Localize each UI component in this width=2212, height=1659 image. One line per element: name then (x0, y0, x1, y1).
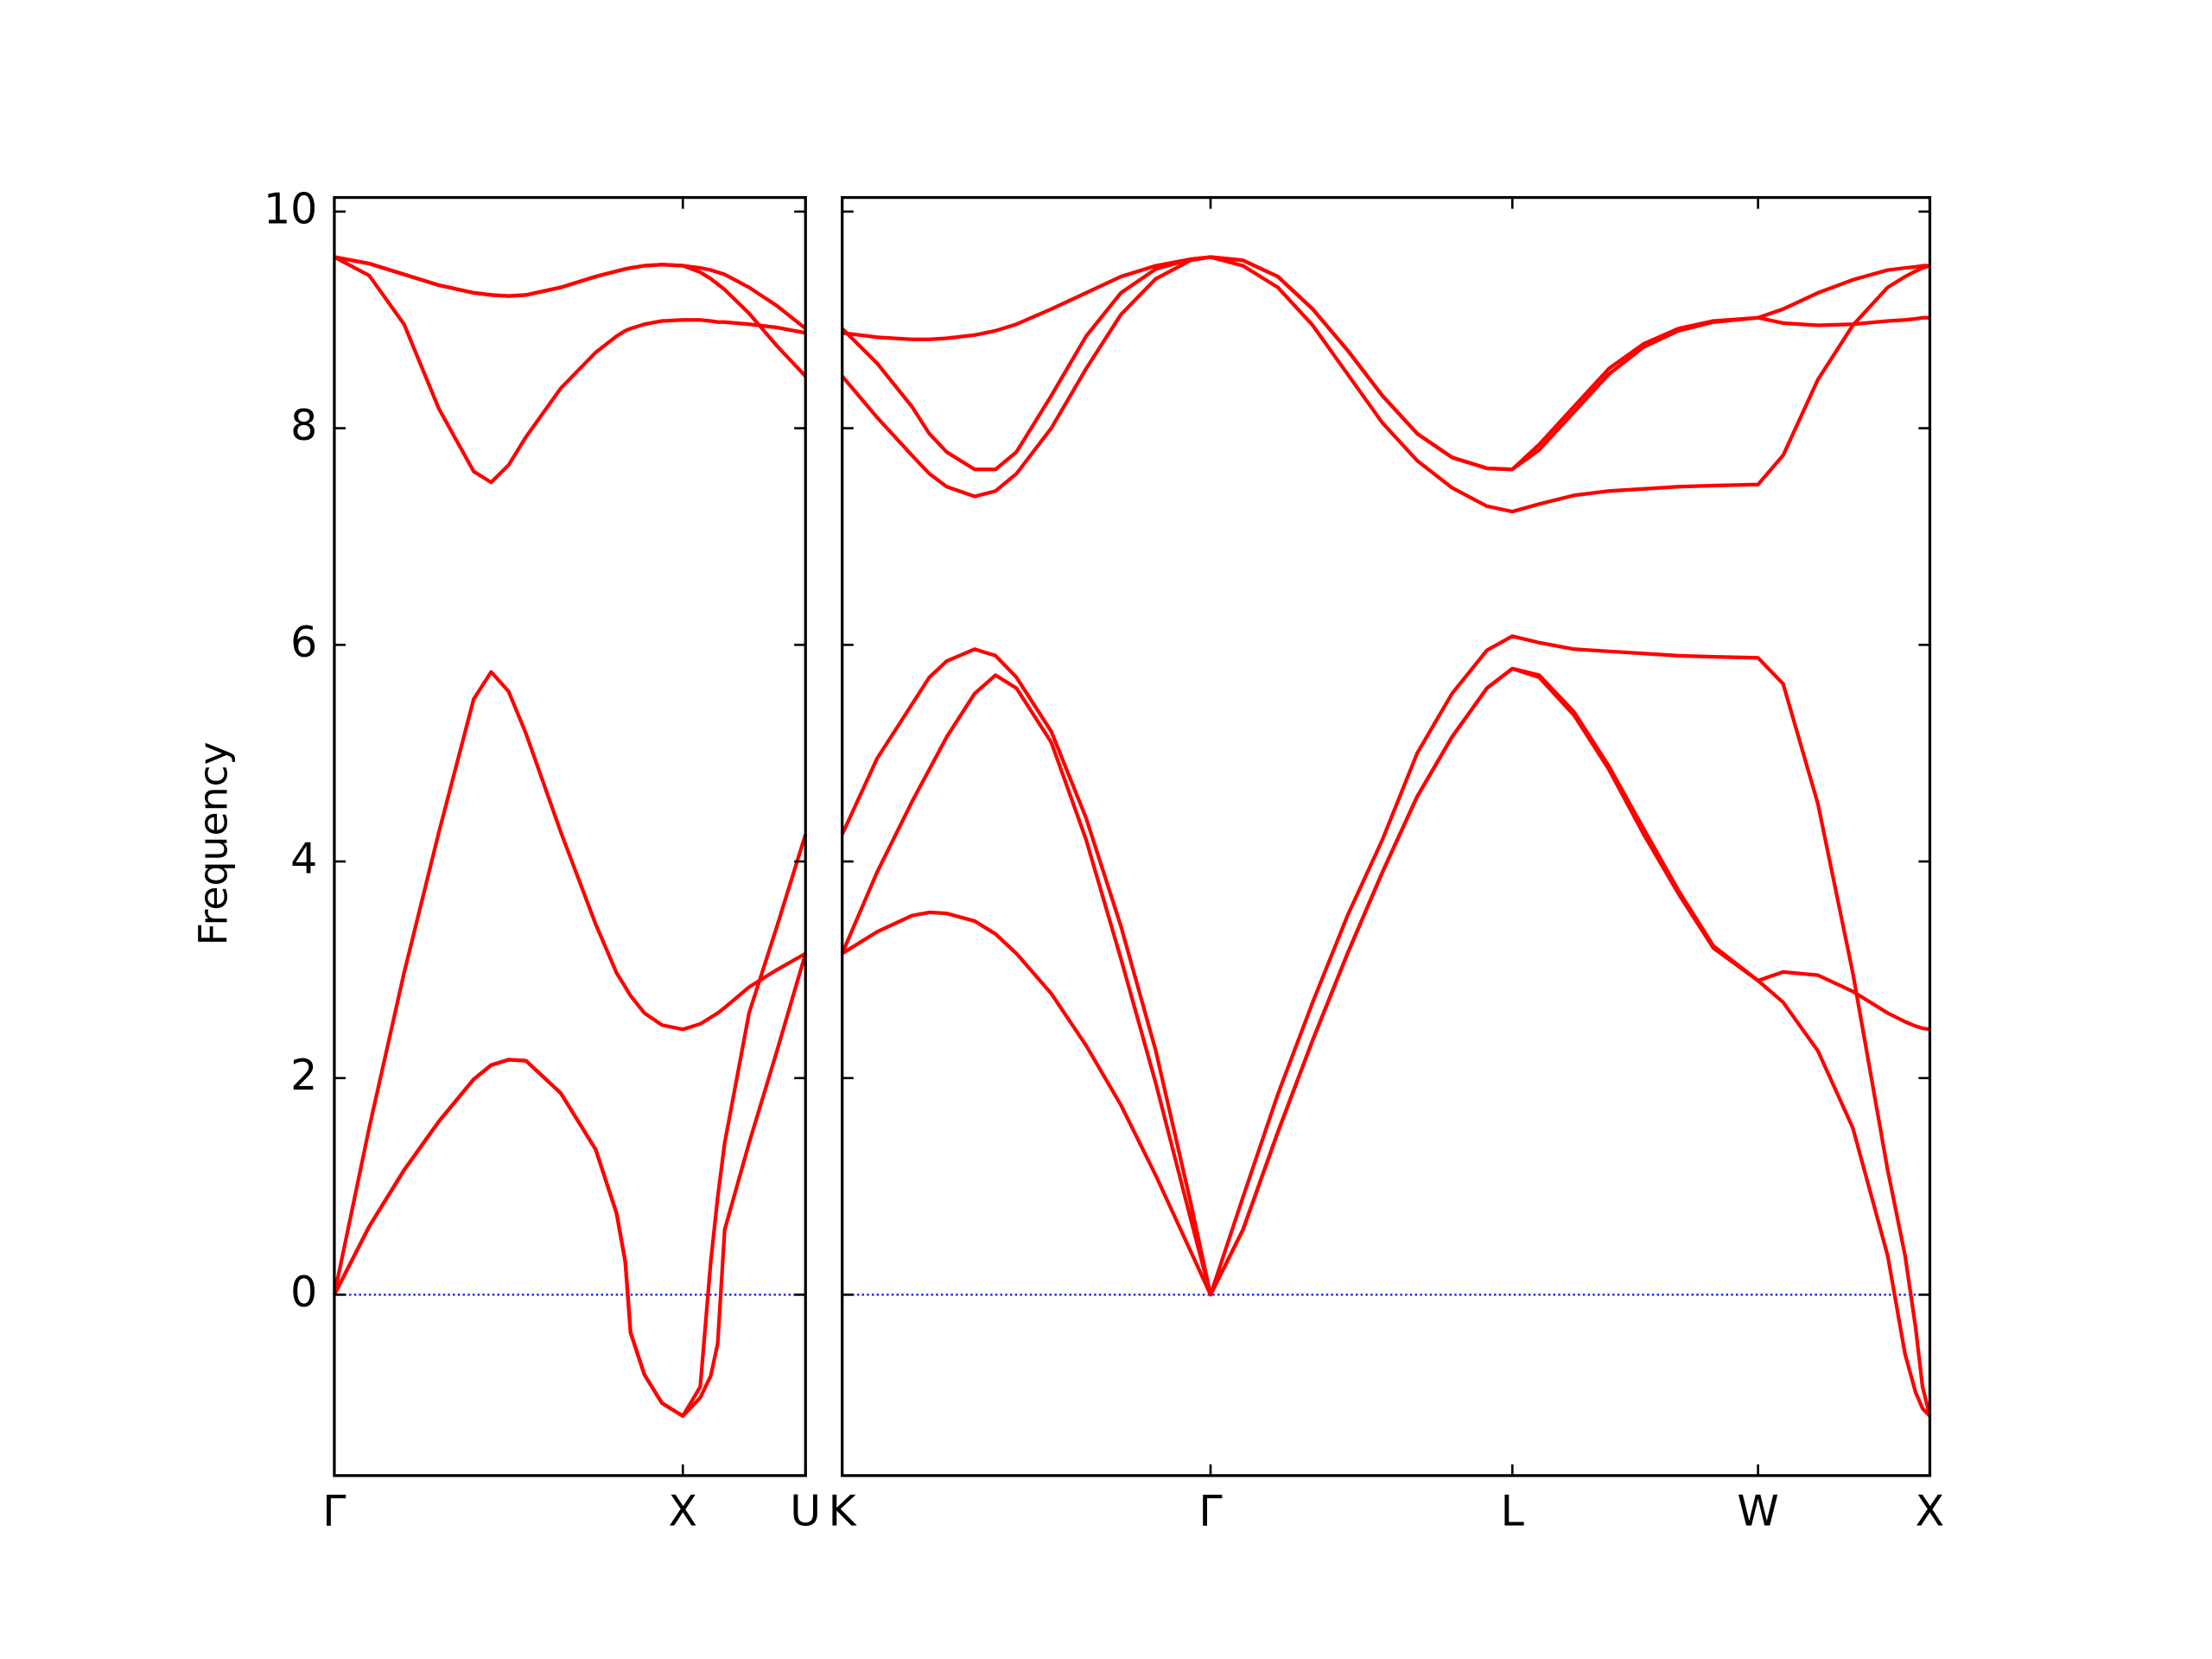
y-axis-label: Frequency (190, 741, 236, 945)
x-tick-label: K (829, 1486, 858, 1535)
y-tick-label: 8 (290, 401, 317, 450)
y-tick-label: 4 (290, 834, 317, 883)
y-tick-label: 2 (290, 1051, 317, 1100)
x-tick-label: X (1916, 1486, 1945, 1535)
y-tick-label: 6 (290, 618, 317, 667)
band-line (333, 255, 806, 485)
panel: 0 2 4 6 8 10 Γ X U Frequency (190, 184, 821, 1535)
band-line (332, 670, 807, 1295)
axes-frame (333, 195, 807, 1478)
y-tick-label: 0 (290, 1268, 317, 1317)
x-tick-label: W (1737, 1486, 1778, 1535)
band-line (840, 666, 1930, 1297)
y-tick-label: 10 (264, 184, 317, 233)
axes-frame (841, 195, 1932, 1478)
band-line (333, 834, 808, 1418)
band-line (841, 255, 1931, 514)
band-line (842, 255, 1930, 472)
band-line (334, 255, 807, 330)
x-tick-label: L (1501, 1486, 1525, 1535)
x-tick-label: U (790, 1486, 821, 1535)
x-tick-label: Γ (1198, 1486, 1223, 1535)
x-tick-label: Γ (322, 1486, 346, 1535)
band-line (840, 634, 1932, 1417)
x-tick-label: X (668, 1486, 697, 1535)
